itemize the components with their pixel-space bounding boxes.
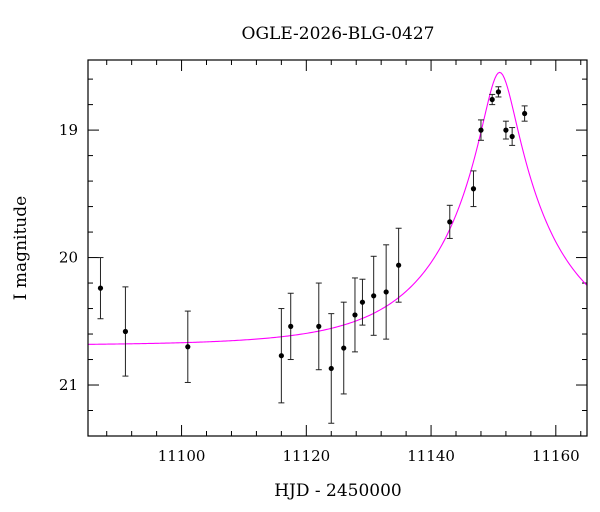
- data-marker: [522, 110, 528, 117]
- plot-frame: [87, 59, 588, 437]
- x-axis-label: HJD - 2450000: [274, 481, 402, 501]
- data-marker: [478, 127, 484, 133]
- data-marker: [509, 133, 515, 140]
- data-marker: [328, 365, 334, 372]
- data-marker: [352, 312, 358, 318]
- data-point: [489, 93, 496, 106]
- data-marker: [503, 127, 509, 133]
- data-marker: [359, 299, 366, 305]
- data-point: [470, 170, 477, 208]
- data-marker: [495, 89, 502, 95]
- data-point: [328, 313, 335, 424]
- data-marker: [288, 323, 294, 329]
- data-point: [446, 204, 453, 239]
- data-point: [370, 255, 377, 336]
- data-marker: [383, 289, 389, 295]
- y-tick-label: 19: [59, 121, 78, 139]
- data-point: [315, 282, 322, 371]
- data-point: [509, 127, 516, 146]
- data-marker: [122, 328, 129, 335]
- data-marker: [371, 293, 377, 299]
- axis-tick-labels: 11100 11120 11140 11160 19 20 21: [59, 121, 580, 465]
- data-marker: [278, 353, 284, 359]
- axis-ticks: [88, 60, 587, 437]
- data-marker: [97, 285, 104, 291]
- data-marker: [396, 262, 402, 268]
- data-point: [287, 292, 294, 361]
- y-tick-label: 20: [59, 249, 78, 267]
- data-point: [351, 277, 358, 353]
- x-tick-label: 11160: [532, 447, 580, 465]
- x-tick-label: 11120: [282, 447, 330, 465]
- data-point: [477, 119, 484, 141]
- data-point: [383, 244, 390, 340]
- data-points: [97, 86, 528, 424]
- data-point: [495, 86, 502, 98]
- data-point: [502, 120, 509, 140]
- data-point: [97, 257, 104, 320]
- data-marker: [447, 219, 453, 225]
- data-point: [359, 278, 366, 326]
- data-marker: [470, 186, 477, 192]
- data-marker: [489, 96, 495, 103]
- data-point: [278, 308, 285, 404]
- model-curve: [87, 71, 588, 345]
- data-point: [122, 286, 129, 377]
- data-point: [395, 227, 402, 303]
- data-marker: [185, 344, 191, 350]
- chart-title: OGLE-2026-BLG-0427: [242, 24, 435, 44]
- y-axis-label: I magnitude: [11, 196, 31, 300]
- x-tick-label: 11140: [407, 447, 455, 465]
- data-marker: [341, 345, 347, 351]
- data-point: [521, 105, 528, 122]
- x-tick-label: 11100: [158, 447, 206, 465]
- data-marker: [316, 323, 322, 329]
- data-point: [184, 310, 191, 383]
- y-tick-label: 21: [59, 376, 78, 394]
- data-point: [340, 301, 347, 395]
